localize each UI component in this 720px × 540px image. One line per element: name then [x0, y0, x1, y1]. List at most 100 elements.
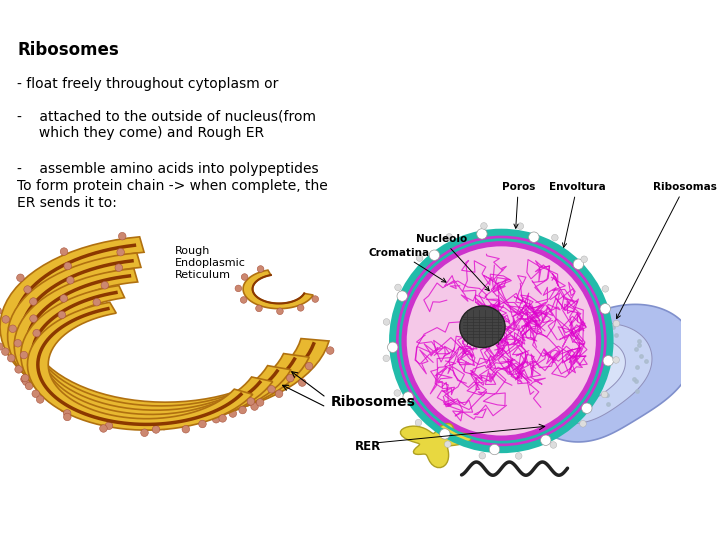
Circle shape [22, 374, 29, 382]
Circle shape [66, 401, 74, 408]
Circle shape [117, 248, 125, 256]
Text: Ribosomas: Ribosomas [616, 181, 716, 319]
Circle shape [2, 316, 9, 323]
Circle shape [276, 308, 283, 315]
Polygon shape [468, 305, 694, 442]
Polygon shape [492, 323, 652, 423]
Circle shape [60, 295, 68, 302]
Circle shape [235, 285, 242, 292]
Circle shape [212, 415, 220, 423]
Text: RER: RER [355, 440, 381, 453]
Circle shape [9, 325, 17, 333]
Circle shape [602, 286, 608, 292]
Circle shape [256, 305, 262, 312]
Circle shape [37, 396, 44, 403]
Polygon shape [519, 339, 626, 406]
Circle shape [99, 424, 107, 432]
Circle shape [62, 402, 70, 409]
Circle shape [7, 354, 15, 362]
Circle shape [251, 403, 258, 410]
Circle shape [0, 343, 3, 350]
Circle shape [312, 296, 318, 302]
Circle shape [477, 229, 487, 239]
Text: which they come) and Rough ER: which they come) and Rough ER [17, 126, 264, 140]
Text: Nucleolo: Nucleolo [416, 234, 490, 291]
Circle shape [415, 420, 422, 426]
Circle shape [541, 435, 551, 445]
Circle shape [240, 296, 247, 303]
Circle shape [17, 274, 24, 281]
Circle shape [30, 315, 37, 322]
Circle shape [101, 281, 109, 289]
Circle shape [444, 441, 451, 448]
Circle shape [394, 390, 400, 396]
Circle shape [490, 444, 500, 455]
Circle shape [479, 453, 485, 459]
Circle shape [173, 419, 181, 427]
Text: Envoltura: Envoltura [549, 181, 606, 247]
Circle shape [550, 442, 557, 448]
Circle shape [387, 342, 398, 353]
Circle shape [407, 246, 596, 436]
Circle shape [140, 429, 148, 436]
Text: Rough
Endoplasmic
Reticulum: Rough Endoplasmic Reticulum [175, 246, 246, 280]
Circle shape [481, 222, 487, 229]
Circle shape [247, 397, 255, 405]
Polygon shape [0, 237, 329, 418]
Circle shape [190, 415, 198, 423]
Polygon shape [8, 253, 309, 421]
Circle shape [115, 264, 122, 272]
Circle shape [326, 347, 334, 354]
Polygon shape [27, 302, 253, 430]
Polygon shape [14, 268, 291, 424]
Circle shape [601, 391, 608, 398]
Circle shape [21, 375, 28, 383]
Circle shape [0, 307, 1, 315]
Circle shape [403, 392, 413, 402]
Text: Ribosomes: Ribosomes [17, 41, 119, 59]
Circle shape [24, 286, 32, 293]
Text: To form protein chain -> when complete, the: To form protein chain -> when complete, … [17, 179, 328, 193]
Circle shape [93, 299, 101, 306]
Circle shape [298, 379, 306, 386]
Circle shape [241, 274, 248, 280]
Circle shape [416, 255, 423, 261]
Circle shape [60, 404, 68, 412]
Circle shape [440, 429, 450, 439]
Circle shape [287, 374, 294, 382]
Circle shape [275, 390, 283, 397]
Circle shape [257, 266, 264, 272]
Text: ER sends it to:: ER sends it to: [17, 196, 117, 210]
Circle shape [395, 284, 401, 291]
Ellipse shape [459, 306, 505, 348]
Circle shape [229, 410, 237, 417]
Circle shape [268, 386, 275, 393]
Circle shape [66, 276, 74, 284]
Circle shape [600, 303, 611, 314]
Circle shape [1, 348, 9, 355]
Circle shape [446, 234, 453, 240]
Circle shape [114, 416, 122, 424]
Circle shape [30, 298, 37, 305]
Text: Ribosomes: Ribosomes [331, 395, 416, 409]
Circle shape [64, 262, 71, 270]
Circle shape [613, 320, 620, 327]
Circle shape [119, 232, 126, 240]
Circle shape [63, 413, 71, 421]
Circle shape [152, 426, 160, 433]
Circle shape [58, 311, 66, 319]
Circle shape [552, 234, 558, 241]
Circle shape [105, 422, 113, 429]
Circle shape [603, 355, 613, 366]
Circle shape [32, 390, 40, 397]
Circle shape [15, 366, 22, 373]
Circle shape [126, 415, 133, 422]
Circle shape [573, 259, 584, 269]
Circle shape [22, 378, 30, 386]
Circle shape [33, 329, 40, 337]
Circle shape [516, 453, 522, 460]
Circle shape [219, 415, 226, 422]
Circle shape [305, 362, 313, 370]
Circle shape [528, 232, 539, 242]
Circle shape [297, 305, 304, 311]
